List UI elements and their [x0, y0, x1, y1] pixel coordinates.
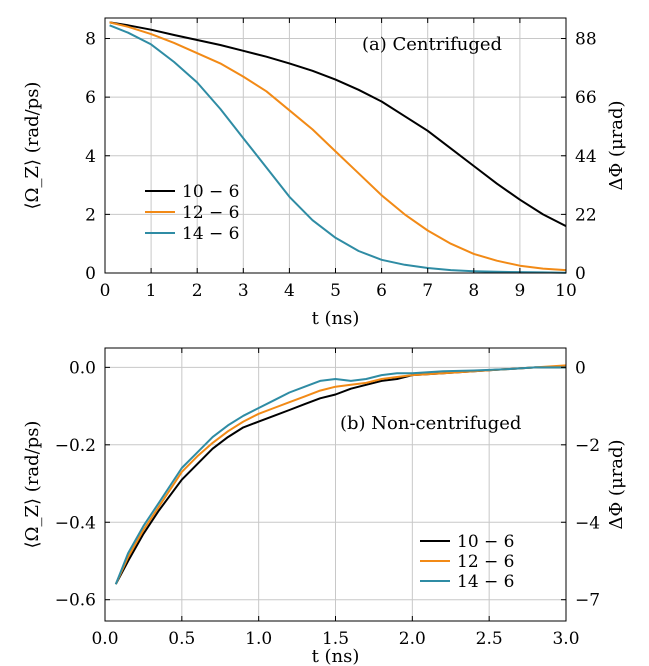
series-group-b — [114, 364, 567, 585]
y-tick-label: 8 — [85, 30, 96, 50]
y-tick-label: −0.6 — [55, 591, 96, 611]
annotation-b: (b) Non-centrifuged — [340, 413, 521, 434]
x-axis-label-b: t (ns) — [312, 646, 360, 666]
panel-b: 0.0 0.5 1.0 1.5 2.0 2.5 3.0 −0.6 −0.4 −0.2 0.0 −7 −4… — [22, 347, 627, 666]
x-tick-label: 0.5 — [168, 629, 195, 649]
x-tick-label: 3.0 — [552, 629, 579, 649]
y2-tick-label: −7 — [575, 591, 600, 611]
x-tick-label: 5 — [330, 281, 341, 301]
x-axis-label-a: t (ns) — [312, 308, 360, 329]
x-tick-label: 2.0 — [399, 629, 426, 649]
y-axis-label-b: ⟨Ω_Z⟩ (rad/ps) — [22, 421, 43, 549]
y-tick-label: 0.0 — [69, 358, 96, 378]
y-axis-label-a: ⟨Ω_Z⟩ (rad/ps) — [22, 82, 43, 210]
series-line-3 — [109, 24, 567, 274]
legend-label-2: 12 − 6 — [457, 552, 515, 572]
y-tick-label: 2 — [85, 205, 96, 225]
ticks-b: 0.0 0.5 1.0 1.5 2.0 2.5 3.0 −0.6 −0.4 −0.2 0.0 −7 −4… — [55, 348, 600, 649]
y-tick-label: 0 — [85, 264, 96, 284]
legend-a: 10 − 612 − 614 − 6 — [145, 182, 240, 244]
grid-a — [104, 18, 567, 274]
y-tick-label: −0.2 — [55, 436, 96, 456]
y-tick-label: −0.4 — [55, 513, 96, 533]
x-tick-label: 8 — [468, 281, 479, 301]
y2-tick-label: 0 — [575, 264, 586, 284]
y2-tick-label: 22 — [575, 205, 597, 225]
legend-label-3: 14 − 6 — [457, 572, 515, 592]
x-tick-label: 4 — [284, 281, 295, 301]
annotation-a: (a) Centrifuged — [362, 34, 502, 55]
series-line-1 — [109, 21, 567, 227]
legend-label-3: 14 − 6 — [182, 224, 240, 244]
y2-axis-label-b: ΔΦ (μrad) — [606, 439, 627, 529]
x-tick-label: 0 — [100, 281, 111, 301]
x-tick-label: 10 — [555, 281, 577, 301]
x-tick-label: 3 — [238, 281, 249, 301]
y-tick-label: 6 — [85, 88, 96, 108]
x-tick-label: 7 — [422, 281, 433, 301]
x-tick-label: 0.0 — [91, 629, 118, 649]
y-tick-label: 4 — [85, 147, 96, 167]
x-tick-label: 2.5 — [476, 629, 503, 649]
x-tick-label: 1 — [146, 281, 157, 301]
x-tick-label: 1.5 — [322, 629, 349, 649]
y2-tick-label: 44 — [575, 147, 597, 167]
y2-tick-label: −2 — [575, 436, 600, 456]
y2-tick-label: 0 — [575, 358, 586, 378]
series-group-a — [109, 21, 567, 274]
x-tick-label: 6 — [376, 281, 387, 301]
y2-tick-label: 88 — [575, 30, 597, 50]
x-tick-label: 2 — [192, 281, 203, 301]
legend-label-2: 12 − 6 — [182, 203, 240, 223]
x-tick-label: 1.0 — [245, 629, 272, 649]
x-tick-label: 9 — [514, 281, 525, 301]
legend-label-1: 10 − 6 — [182, 182, 240, 202]
series-line-2 — [114, 364, 567, 585]
series-line-3 — [114, 366, 566, 585]
legend-b: 10 − 612 − 614 − 6 — [420, 532, 515, 592]
series-line-2 — [109, 21, 567, 272]
y2-axis-label-a: ΔΦ (μrad) — [606, 100, 627, 190]
y2-tick-label: 66 — [575, 88, 597, 108]
legend-label-1: 10 − 6 — [457, 532, 515, 552]
y2-tick-label: −4 — [575, 513, 600, 533]
